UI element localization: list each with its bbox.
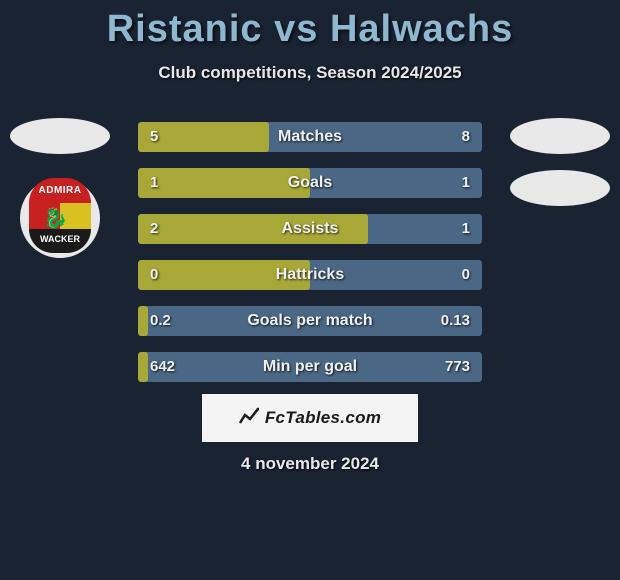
bar-label: Goals bbox=[138, 168, 482, 198]
stat-bar: 58Matches bbox=[138, 122, 482, 152]
stats-bars: 58Matches 11Goals 21Assists 00Hattricks 0.20… bbox=[138, 122, 482, 398]
brand-text: FcTables.com bbox=[265, 408, 381, 428]
stat-bar: 21Assists bbox=[138, 214, 482, 244]
left-player-ellipse bbox=[10, 118, 110, 154]
stat-bar: 11Goals bbox=[138, 168, 482, 198]
right-player-ellipse bbox=[510, 118, 610, 154]
badge-top-text: ADMIRA bbox=[29, 178, 91, 203]
page-title: Ristanic vs Halwachs bbox=[0, 0, 620, 51]
subtitle: Club competitions, Season 2024/2025 bbox=[0, 63, 620, 83]
bar-label: Min per goal bbox=[138, 352, 482, 382]
stat-bar: 642773Min per goal bbox=[138, 352, 482, 382]
right-player-col bbox=[510, 118, 610, 206]
right-club-ellipse bbox=[510, 170, 610, 206]
badge-bottom-text: WACKER bbox=[29, 229, 91, 253]
bar-label: Goals per match bbox=[138, 306, 482, 336]
brand-icon bbox=[239, 407, 259, 430]
dragon-icon: 🐉 bbox=[43, 206, 68, 231]
brand-box: FcTables.com bbox=[202, 394, 418, 442]
stat-bar: 00Hattricks bbox=[138, 260, 482, 290]
stat-bar: 0.20.13Goals per match bbox=[138, 306, 482, 336]
bar-label: Hattricks bbox=[138, 260, 482, 290]
bar-label: Matches bbox=[138, 122, 482, 152]
left-club-badge: ADMIRA 🐉 WACKER bbox=[20, 178, 100, 258]
date-line: 4 november 2024 bbox=[0, 454, 620, 474]
left-player-col: ADMIRA 🐉 WACKER bbox=[10, 118, 110, 258]
bar-label: Assists bbox=[138, 214, 482, 244]
